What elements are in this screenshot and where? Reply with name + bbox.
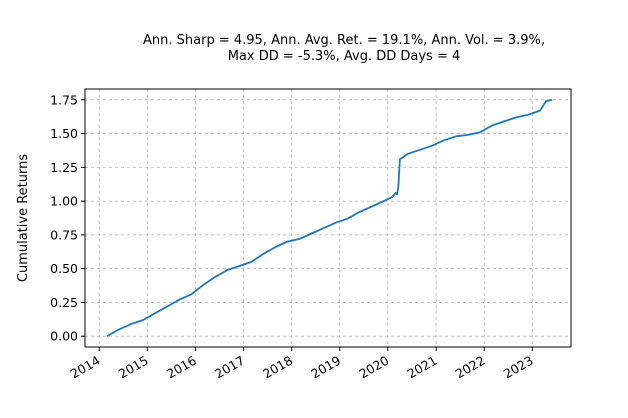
- x-axis: 2014 2015 2016 2017 2018 2019 2020 2021 2022 2023: [68, 347, 536, 382]
- chart-title-line-2: Max DD = -5.3%, Avg. DD Days = 4: [228, 49, 461, 64]
- y-tick-label: 1.50: [50, 126, 78, 141]
- x-tick-label: 2023: [501, 353, 536, 382]
- y-tick-label: 1.75: [50, 92, 78, 107]
- x-tick-label: 2014: [68, 353, 103, 382]
- y-tick-label: 0.00: [50, 329, 78, 344]
- series-layer: [106, 98, 553, 337]
- y-tick-label: 1.00: [50, 194, 78, 209]
- chart-title-line-1: Ann. Sharp = 4.95, Ann. Avg. Ret. = 19.1…: [143, 33, 545, 48]
- grid-lines: [85, 89, 571, 347]
- x-tick-label: 2016: [164, 353, 199, 382]
- y-tick-label: 0.50: [50, 261, 78, 276]
- y-tick-label: 0.25: [50, 295, 78, 310]
- y-axis: 0.00 0.25 0.50 0.75 1.00 1.25 1.50 1.75: [50, 92, 85, 344]
- x-tick-label: 2020: [356, 353, 391, 382]
- x-tick-label: 2018: [260, 353, 295, 382]
- x-tick-label: 2015: [116, 353, 151, 382]
- x-tick-label: 2022: [453, 353, 488, 382]
- x-tick-label: 2021: [405, 353, 440, 382]
- y-tick-label: 1.25: [50, 160, 78, 175]
- x-tick-label: 2019: [308, 353, 343, 382]
- x-tick-label: 2017: [212, 353, 247, 382]
- plot-area-frame: [84, 88, 572, 348]
- y-tick-label: 0.75: [50, 227, 78, 242]
- y-axis-label: Cumulative Returns: [16, 154, 31, 282]
- cumulative-returns-line: [106, 98, 553, 337]
